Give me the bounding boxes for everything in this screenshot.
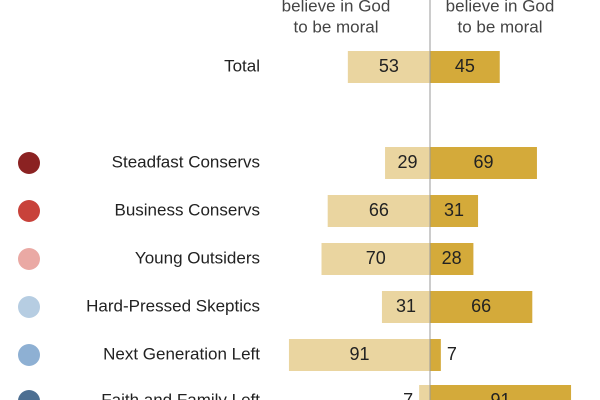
right-bar (430, 243, 474, 275)
left-value-label: 53 (379, 56, 399, 76)
category-label: Business Conservs (114, 200, 260, 219)
chart-row: Hard-Pressed Skeptics 31 66 (18, 291, 533, 323)
right-bar (430, 147, 537, 179)
category-label: Hard-Pressed Skeptics (86, 296, 260, 315)
right-header-line: believe in God (446, 0, 555, 15)
left-value-label: 66 (369, 200, 389, 220)
left-bar (385, 147, 430, 179)
right-bar (430, 339, 441, 371)
right-value-label: 66 (471, 296, 491, 316)
category-dot-icon (18, 390, 40, 400)
category-dot-icon (18, 200, 40, 222)
category-dot-icon (18, 296, 40, 318)
right-bar (430, 51, 500, 83)
right-value-label: 69 (473, 152, 493, 172)
left-bar (321, 243, 430, 275)
chart-row: Faith and Family Left 7 91 (18, 385, 572, 400)
right-bar (430, 291, 533, 323)
category-label: Faith and Family Left (101, 390, 260, 400)
category-label: Total (224, 56, 260, 75)
category-dot-icon (18, 152, 40, 174)
left-value-label: 29 (398, 152, 418, 172)
left-bar (347, 51, 430, 83)
left-bar (288, 339, 430, 371)
chart-row: Young Outsiders 70 28 (18, 243, 474, 275)
chart-row: Steadfast Conservs 29 69 (18, 147, 537, 179)
category-label: Young Outsiders (135, 248, 260, 267)
chart-row: Total 53 45 (224, 51, 500, 83)
left-bar (327, 195, 430, 227)
category-dot-icon (18, 344, 40, 366)
right-value-label: 91 (491, 390, 511, 400)
column-headers: believe in God to be moral believe in God t… (282, 0, 555, 36)
left-value-label: 91 (349, 344, 369, 364)
chart-rows: Total 53 45 Steadfast Conservs 29 69 Business … (18, 51, 572, 400)
right-bar (430, 195, 479, 227)
right-value-label: 28 (442, 248, 462, 268)
right-value-label: 7 (447, 344, 457, 364)
left-value-label: 70 (366, 248, 386, 268)
category-label: Steadfast Conservs (112, 152, 260, 171)
category-dot-icon (18, 248, 40, 270)
chart-row: Next Generation Left 91 7 (18, 339, 457, 371)
left-value-label: 31 (396, 296, 416, 316)
right-value-label: 31 (444, 200, 464, 220)
left-bar (419, 385, 430, 400)
right-value-label: 45 (455, 56, 475, 76)
right-bar (430, 385, 572, 400)
left-header-line: believe in God (282, 0, 391, 15)
left-header-line: to be moral (293, 17, 378, 36)
left-bar (381, 291, 430, 323)
left-value-label: 7 (403, 390, 413, 400)
right-header-line: to be moral (457, 17, 542, 36)
category-label: Next Generation Left (103, 344, 260, 363)
chart-row: Business Conservs 66 31 (18, 195, 479, 227)
